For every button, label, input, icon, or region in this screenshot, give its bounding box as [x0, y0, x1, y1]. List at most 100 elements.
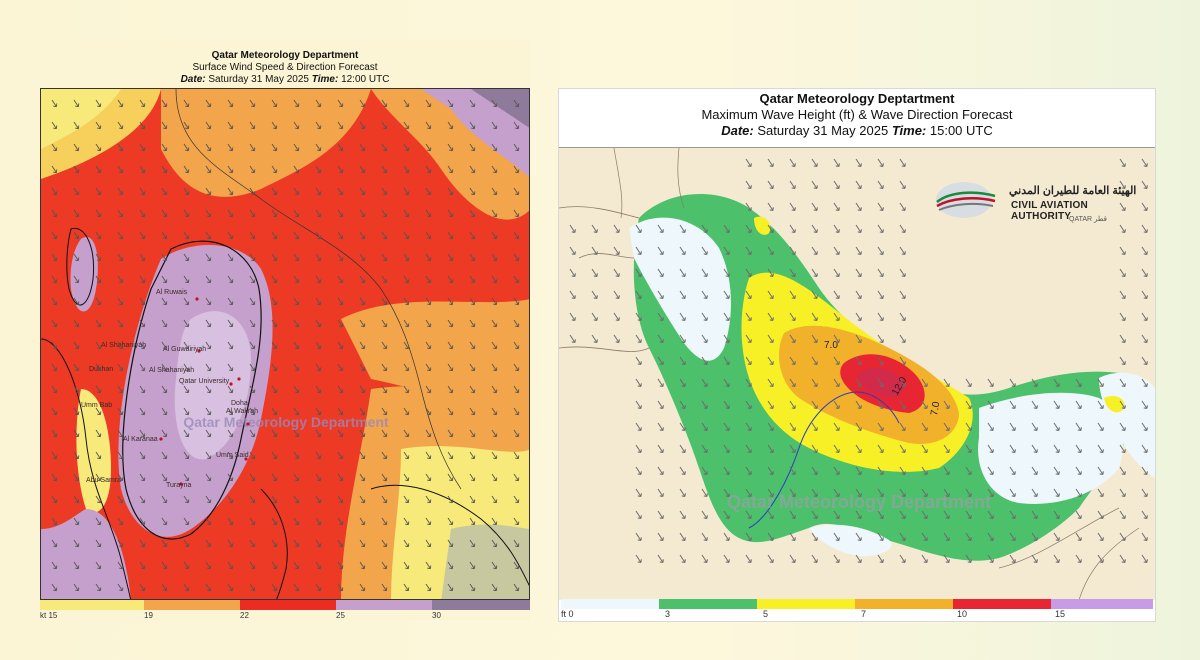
direction-arrow-icon [139, 517, 146, 526]
direction-arrow-icon [183, 99, 190, 108]
direction-arrow-icon [337, 275, 344, 284]
direction-arrow-icon [767, 158, 774, 167]
direction-arrow-icon [337, 143, 344, 152]
direction-arrow-icon [855, 466, 862, 475]
direction-arrow-icon [139, 495, 146, 504]
direction-arrow-icon [965, 532, 972, 541]
direction-arrow-icon [723, 334, 730, 343]
direction-arrow-icon [381, 561, 388, 570]
direction-arrow-icon [1075, 466, 1082, 475]
direction-arrow-icon [635, 246, 642, 255]
direction-arrow-icon [745, 202, 752, 211]
direction-arrow-icon [635, 444, 642, 453]
direction-arrow-icon [161, 451, 168, 460]
direction-arrow-icon [833, 268, 840, 277]
direction-arrow-icon [205, 363, 212, 372]
direction-arrow-icon [161, 561, 168, 570]
direction-arrow-icon [381, 451, 388, 460]
wave-date-label: Date: [721, 123, 754, 138]
direction-arrow-icon [271, 99, 278, 108]
direction-arrow-icon [381, 209, 388, 218]
direction-arrow-icon [899, 532, 906, 541]
direction-arrow-icon [381, 297, 388, 306]
direction-arrow-icon [117, 495, 124, 504]
direction-arrow-icon [51, 297, 58, 306]
direction-arrow-icon [811, 312, 818, 321]
direction-arrow-icon [1053, 378, 1060, 387]
direction-arrow-icon [381, 121, 388, 130]
direction-arrow-icon [73, 561, 80, 570]
direction-arrow-icon [1053, 466, 1060, 475]
direction-arrow-icon [95, 495, 102, 504]
direction-arrow-icon [183, 495, 190, 504]
direction-arrow-icon [811, 466, 818, 475]
direction-arrow-icon [613, 334, 620, 343]
direction-arrow-icon [359, 341, 366, 350]
direction-arrow-icon [491, 99, 498, 108]
direction-arrow-icon [877, 268, 884, 277]
direction-arrow-icon [51, 583, 58, 592]
direction-arrow-icon [161, 231, 168, 240]
direction-arrow-icon [161, 583, 168, 592]
direction-arrow-icon [701, 532, 708, 541]
direction-arrow-icon [183, 363, 190, 372]
caa-logo: الهيئة العامة للطيران المدني CIVIL AVIAT… [929, 178, 1149, 238]
wind-map-datetime: Date: Saturday 31 May 2025 Time: 12:00 U… [40, 74, 530, 86]
direction-arrow-icon [227, 165, 234, 174]
direction-arrow-icon [679, 224, 686, 233]
direction-arrow-icon [833, 488, 840, 497]
direction-arrow-icon [965, 400, 972, 409]
direction-arrow-icon [403, 319, 410, 328]
direction-arrow-icon [73, 429, 80, 438]
direction-arrow-icon [679, 422, 686, 431]
direction-arrow-icon [469, 209, 476, 218]
direction-arrow-icon [359, 583, 366, 592]
direction-arrow-icon [899, 246, 906, 255]
direction-arrow-icon [139, 319, 146, 328]
direction-arrow-icon [117, 539, 124, 548]
direction-arrow-icon [403, 583, 410, 592]
direction-arrow-icon [425, 451, 432, 460]
direction-arrow-icon [205, 517, 212, 526]
direction-arrow-icon [183, 121, 190, 130]
direction-arrow-icon [1097, 422, 1104, 431]
direction-arrow-icon [491, 363, 498, 372]
direction-arrow-icon [833, 400, 840, 409]
direction-arrow-icon [855, 290, 862, 299]
direction-arrow-icon [139, 121, 146, 130]
direction-arrow-icon [315, 297, 322, 306]
direction-arrow-icon [447, 539, 454, 548]
direction-arrow-icon [855, 224, 862, 233]
direction-arrow-icon [271, 429, 278, 438]
direction-arrow-icon [205, 209, 212, 218]
direction-arrow-icon [469, 341, 476, 350]
direction-arrow-icon [833, 224, 840, 233]
direction-arrow-icon [855, 180, 862, 189]
direction-arrow-icon [701, 290, 708, 299]
direction-arrow-icon [249, 231, 256, 240]
direction-arrow-icon [811, 444, 818, 453]
direction-arrow-icon [811, 378, 818, 387]
direction-arrow-icon [51, 539, 58, 548]
direction-arrow-icon [767, 554, 774, 563]
direction-arrow-icon [657, 488, 664, 497]
direction-arrow-icon [811, 158, 818, 167]
direction-arrow-icon [833, 158, 840, 167]
direction-arrow-icon [469, 451, 476, 460]
direction-arrow-icon [635, 290, 642, 299]
direction-arrow-icon [425, 319, 432, 328]
direction-arrow-icon [381, 583, 388, 592]
direction-arrow-icon [513, 407, 520, 416]
direction-arrow-icon [1141, 224, 1148, 233]
legend-swatch [757, 599, 855, 609]
direction-arrow-icon [679, 466, 686, 475]
direction-arrow-icon [183, 473, 190, 482]
direction-arrow-icon [657, 334, 664, 343]
direction-arrow-icon [701, 268, 708, 277]
direction-arrow-icon [315, 165, 322, 174]
direction-arrow-icon [205, 341, 212, 350]
direction-arrow-icon [965, 444, 972, 453]
direction-arrow-icon [51, 561, 58, 570]
direction-arrow-icon [899, 180, 906, 189]
direction-arrow-icon [635, 334, 642, 343]
